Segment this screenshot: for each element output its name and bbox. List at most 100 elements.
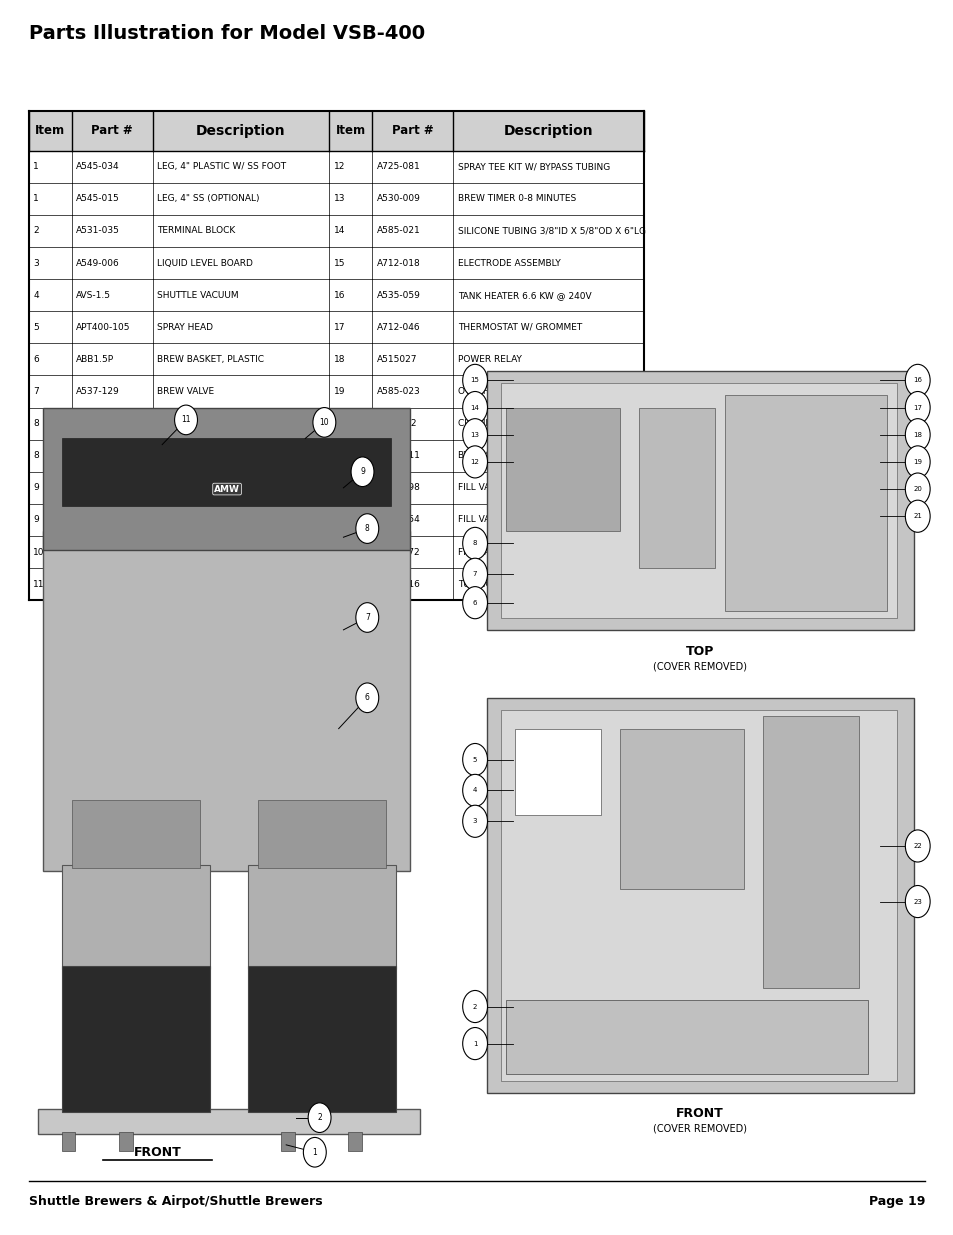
Circle shape xyxy=(462,391,487,424)
Text: Item: Item xyxy=(335,125,365,137)
Text: HOT WATER FAUCET: HOT WATER FAUCET xyxy=(157,547,247,557)
Circle shape xyxy=(303,1137,326,1167)
Circle shape xyxy=(904,473,929,505)
FancyBboxPatch shape xyxy=(619,729,743,889)
Circle shape xyxy=(462,446,487,478)
Text: 23: 23 xyxy=(334,579,345,589)
Text: TERMINAL BLOCK: TERMINAL BLOCK xyxy=(157,226,235,236)
Text: 9: 9 xyxy=(359,467,365,477)
FancyBboxPatch shape xyxy=(248,864,395,969)
Text: Shuttle Brewers & Airpot/Shuttle Brewers: Shuttle Brewers & Airpot/Shuttle Brewers xyxy=(29,1195,322,1209)
Circle shape xyxy=(904,391,929,424)
Text: 23: 23 xyxy=(912,899,922,904)
Text: TANK HEATER 6.6 KW @ 240V: TANK HEATER 6.6 KW @ 240V xyxy=(457,290,591,300)
Text: BREW BASKET, PLASTIC: BREW BASKET, PLASTIC xyxy=(157,354,264,364)
Text: 21: 21 xyxy=(912,514,922,519)
Text: A537-043: A537-043 xyxy=(76,547,120,557)
Text: 22: 22 xyxy=(912,844,922,848)
Text: 10: 10 xyxy=(319,417,329,427)
Text: ELECTRODE ASSEMBLY: ELECTRODE ASSEMBLY xyxy=(457,258,560,268)
Circle shape xyxy=(904,446,929,478)
Text: A530-009: A530-009 xyxy=(376,194,420,204)
Text: 13: 13 xyxy=(334,194,345,204)
Text: FILL VALVE ONLY (after 01-26-00): FILL VALVE ONLY (after 01-26-00) xyxy=(457,515,606,525)
Text: A531-035: A531-035 xyxy=(76,226,120,236)
Text: 9: 9 xyxy=(33,483,39,493)
Text: 19: 19 xyxy=(334,387,345,396)
FancyBboxPatch shape xyxy=(515,729,600,815)
Text: 3: 3 xyxy=(33,258,39,268)
FancyBboxPatch shape xyxy=(43,531,410,871)
Circle shape xyxy=(904,364,929,396)
Text: BYPASS VALVE ASSEMBLY: BYPASS VALVE ASSEMBLY xyxy=(457,451,570,461)
Text: SILICONE TUBING 3/8"ID X 5/8"OD X 6"LG: SILICONE TUBING 3/8"ID X 5/8"OD X 6"LG xyxy=(457,226,645,236)
Text: A535-059: A535-059 xyxy=(376,290,420,300)
Text: 8: 8 xyxy=(33,451,39,461)
Text: 6: 6 xyxy=(33,354,39,364)
Text: LEG, 4" SS (OPTIONAL): LEG, 4" SS (OPTIONAL) xyxy=(157,194,259,204)
Text: 12: 12 xyxy=(470,459,479,464)
FancyBboxPatch shape xyxy=(38,1109,419,1134)
FancyBboxPatch shape xyxy=(348,1132,361,1151)
FancyBboxPatch shape xyxy=(29,311,643,343)
FancyBboxPatch shape xyxy=(505,408,619,531)
FancyBboxPatch shape xyxy=(29,247,643,279)
Text: 4: 4 xyxy=(473,788,476,793)
Text: 6: 6 xyxy=(473,600,476,605)
Circle shape xyxy=(462,743,487,776)
FancyBboxPatch shape xyxy=(29,343,643,375)
Text: A585-016: A585-016 xyxy=(376,579,420,589)
FancyBboxPatch shape xyxy=(29,279,643,311)
Circle shape xyxy=(462,558,487,590)
FancyBboxPatch shape xyxy=(486,698,913,1093)
Text: 2: 2 xyxy=(33,226,39,236)
Circle shape xyxy=(462,364,487,396)
Text: A515016: A515016 xyxy=(76,579,117,589)
Text: POWER RELAY: POWER RELAY xyxy=(457,354,521,364)
Text: THERMOSTAT W/ GROMMET: THERMOSTAT W/ GROMMET xyxy=(457,322,581,332)
Text: A545-015: A545-015 xyxy=(76,194,120,204)
Text: 15: 15 xyxy=(334,258,345,268)
FancyBboxPatch shape xyxy=(71,800,200,868)
Text: 4: 4 xyxy=(33,290,39,300)
Text: START SWITCH (after March 2000): START SWITCH (after March 2000) xyxy=(157,515,311,525)
FancyBboxPatch shape xyxy=(281,1132,294,1151)
Text: Part #: Part # xyxy=(91,125,132,137)
FancyBboxPatch shape xyxy=(724,395,886,611)
Text: STOP SWITCH (before March 2000): STOP SWITCH (before March 2000) xyxy=(157,419,314,429)
Circle shape xyxy=(462,419,487,451)
Text: 20: 20 xyxy=(912,487,922,492)
Text: Item: Item xyxy=(35,125,65,137)
Text: A515027: A515027 xyxy=(376,354,416,364)
Text: A718-198: A718-198 xyxy=(376,483,420,493)
FancyBboxPatch shape xyxy=(62,438,391,506)
FancyBboxPatch shape xyxy=(119,1132,132,1151)
Text: 20: 20 xyxy=(334,419,345,429)
Text: 11: 11 xyxy=(33,579,45,589)
Text: SPRAY HEAD: SPRAY HEAD xyxy=(157,322,213,332)
FancyBboxPatch shape xyxy=(29,215,643,247)
Text: 19: 19 xyxy=(912,459,922,464)
Text: 18: 18 xyxy=(912,432,922,437)
Text: A585-023: A585-023 xyxy=(376,387,420,396)
Text: FRONT: FRONT xyxy=(133,1146,181,1158)
FancyBboxPatch shape xyxy=(29,504,643,536)
Circle shape xyxy=(462,587,487,619)
FancyBboxPatch shape xyxy=(29,375,643,408)
Circle shape xyxy=(904,500,929,532)
Text: ABB1.5P: ABB1.5P xyxy=(76,354,114,364)
Circle shape xyxy=(355,683,378,713)
Text: 14: 14 xyxy=(334,226,345,236)
Text: STOP SWITCH (after March 2000): STOP SWITCH (after March 2000) xyxy=(157,451,306,461)
Text: BREW VALVE: BREW VALVE xyxy=(157,387,214,396)
Text: LIQUID LEVEL BOARD: LIQUID LEVEL BOARD xyxy=(157,258,253,268)
FancyBboxPatch shape xyxy=(500,710,896,1081)
Text: Part #: Part # xyxy=(392,125,433,137)
Text: AMW: AMW xyxy=(213,484,240,494)
Text: 22: 22 xyxy=(334,483,345,493)
Text: 16: 16 xyxy=(334,290,345,300)
Text: CIRCUIT BREAKER 10AMP: CIRCUIT BREAKER 10AMP xyxy=(457,419,571,429)
Text: OVERFLOW TUBE 1/2"OD X 5/16"ID 7"LG: OVERFLOW TUBE 1/2"OD X 5/16"ID 7"LG xyxy=(457,387,640,396)
Text: (COVER REMOVED): (COVER REMOVED) xyxy=(653,662,746,672)
Text: 12: 12 xyxy=(334,162,345,172)
